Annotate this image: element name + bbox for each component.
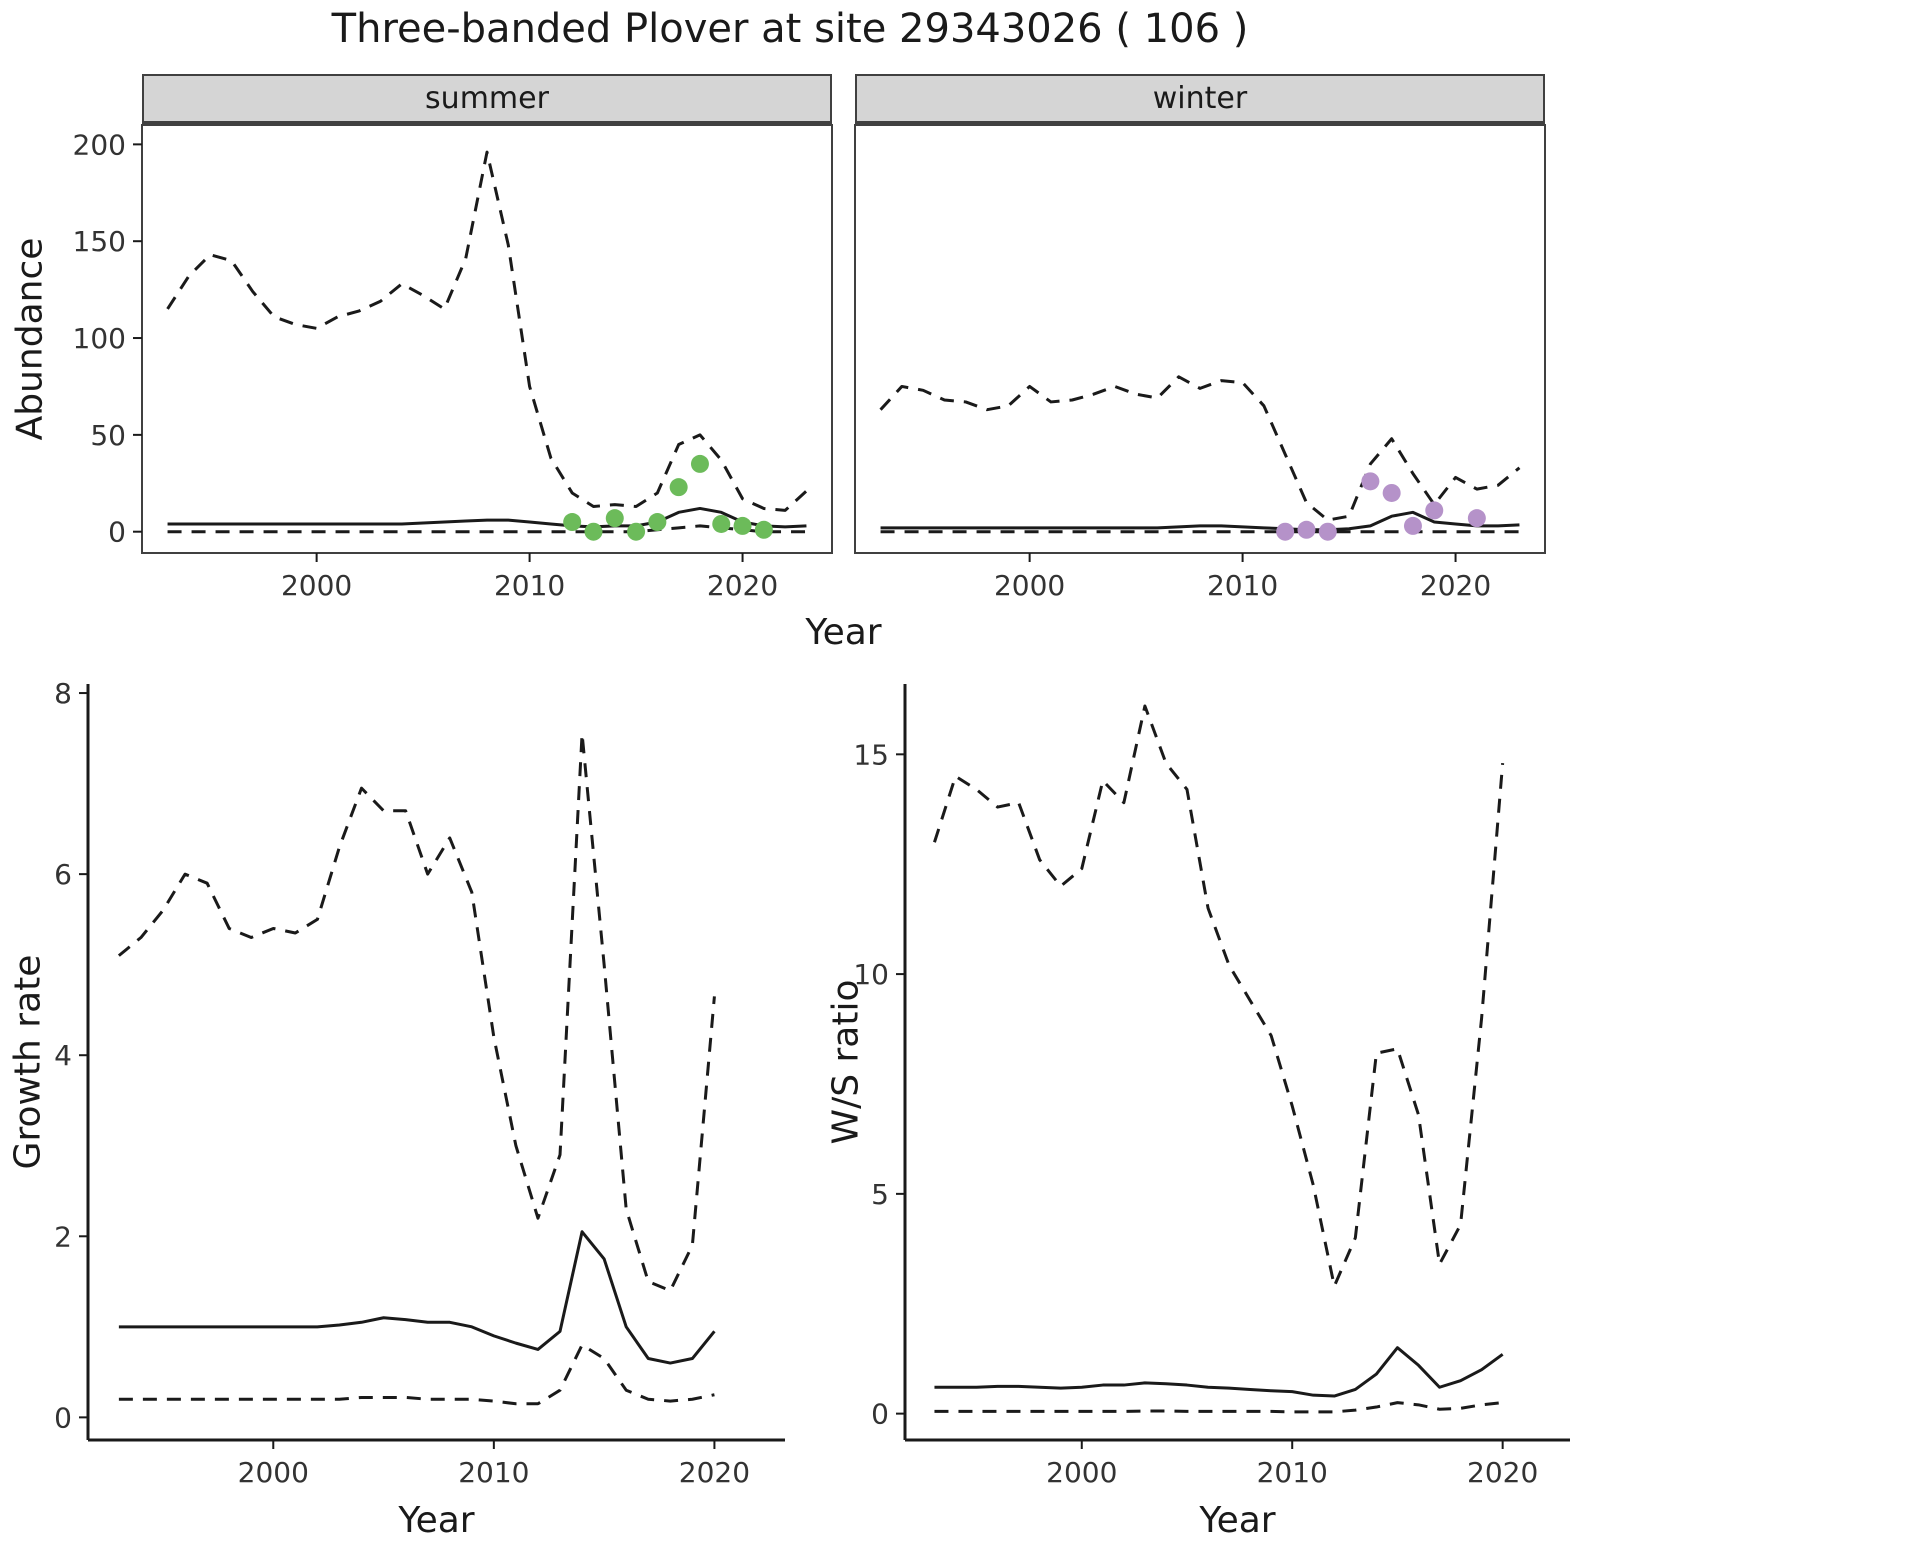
ws-ratio-panel: 2000 2010 2020 0 5 10 15 xyxy=(853,684,1570,1489)
ws_ratio-upper_95ci-line xyxy=(933,704,1505,1288)
abundance_summer-observed-point xyxy=(669,478,688,497)
abundance_summer-observed-point xyxy=(605,509,624,528)
growth_rate-median-line xyxy=(118,1230,716,1365)
panel-border xyxy=(141,124,833,554)
y-tick-label: 2 xyxy=(54,1220,72,1253)
abundance_winter-observed-point xyxy=(1382,483,1401,502)
x-tick-label: 2000 xyxy=(238,1456,309,1489)
abundance_winter-observed-point xyxy=(1297,520,1316,539)
x-axis-label-year-top: Year xyxy=(805,612,882,653)
abundance-summer-panel: 2000 2010 2020 0 50 100 150 200 xyxy=(73,124,833,602)
x-tick-label: 2000 xyxy=(994,569,1065,602)
ws_ratio-lower_95ci-line xyxy=(934,1401,1503,1414)
chart-title: Three-banded Plover at site 29343026 ( 1… xyxy=(331,6,1249,52)
y-tick-label: 6 xyxy=(54,858,72,891)
x-tick-label: 2010 xyxy=(1207,569,1278,602)
abundance_summer-observed-point xyxy=(627,522,646,541)
y-tick-label: 5 xyxy=(871,1178,889,1211)
x-axis-label-year-ws: Year xyxy=(1199,1500,1276,1541)
x-tick-label: 2010 xyxy=(494,569,565,602)
y-tick-label: 200 xyxy=(73,128,126,161)
abundance_winter-observed-point xyxy=(1425,501,1444,520)
abundance_summer-upper_95ci-line xyxy=(166,150,808,512)
abundance_summer-observed-point xyxy=(563,513,582,532)
growth-rate-panel: 2000 2010 2020 0 2 4 6 8 xyxy=(54,677,785,1489)
x-tick-label: 2020 xyxy=(1420,569,1491,602)
facet-strip-summer: summer xyxy=(142,74,832,124)
abundance_winter-median-line xyxy=(880,510,1520,532)
x-tick-label: 2010 xyxy=(458,1456,529,1489)
abundance_summer-observed-point xyxy=(733,516,752,535)
abundance_summer-median-line xyxy=(167,506,807,529)
y-tick-label: 0 xyxy=(54,1401,72,1434)
abundance_summer-observed-point xyxy=(712,514,731,533)
abundance_winter-observed-point xyxy=(1403,516,1422,535)
abundance_summer-observed-point xyxy=(584,522,603,541)
y-tick-label: 4 xyxy=(54,1039,72,1072)
x-tick-label: 2020 xyxy=(707,569,778,602)
y-tick-label: 50 xyxy=(90,419,126,452)
abundance_winter-observed-point xyxy=(1467,509,1486,528)
abundance_summer-observed-point xyxy=(690,454,709,473)
x-tick-label: 2000 xyxy=(1046,1456,1117,1489)
y-tick-label: 8 xyxy=(54,677,72,710)
panel-border xyxy=(854,124,1546,554)
x-tick-label: 2020 xyxy=(1467,1456,1538,1489)
abundance_summer-lower_95ci-line xyxy=(167,524,807,534)
facet-strip-summer-label: summer xyxy=(425,81,549,116)
abundance_winter-observed-point xyxy=(1276,522,1295,541)
y-axis-label-abundance: Abundance xyxy=(9,237,51,441)
abundance-winter-panel: 2000 2010 2020 xyxy=(854,124,1546,602)
ws_ratio-median-line xyxy=(934,1346,1504,1398)
y-tick-label: 0 xyxy=(108,516,126,549)
abundance_winter-upper_95ci-line xyxy=(879,375,1521,522)
abundance_winter-observed-point xyxy=(1318,522,1337,541)
facet-strip-winter-label: winter xyxy=(1152,81,1248,116)
x-axis-label-year-growth: Year xyxy=(398,1500,475,1541)
growth_rate-upper_95ci-line xyxy=(117,732,716,1293)
x-tick-label: 2020 xyxy=(679,1456,750,1489)
facet-strip-winter: winter xyxy=(855,74,1545,124)
x-tick-label: 2000 xyxy=(281,569,352,602)
growth_rate-lower_95ci-line xyxy=(118,1343,715,1406)
abundance_summer-observed-point xyxy=(648,513,667,532)
y-tick-label: 0 xyxy=(871,1398,889,1431)
abundance_winter-observed-point xyxy=(1361,472,1380,491)
x-tick-label: 2010 xyxy=(1257,1456,1328,1489)
y-tick-label: 10 xyxy=(853,958,889,991)
abundance_summer-observed-point xyxy=(754,520,773,539)
y-tick-label: 100 xyxy=(73,322,126,355)
y-tick-label: 150 xyxy=(73,225,126,258)
y-tick-label: 15 xyxy=(853,738,889,771)
